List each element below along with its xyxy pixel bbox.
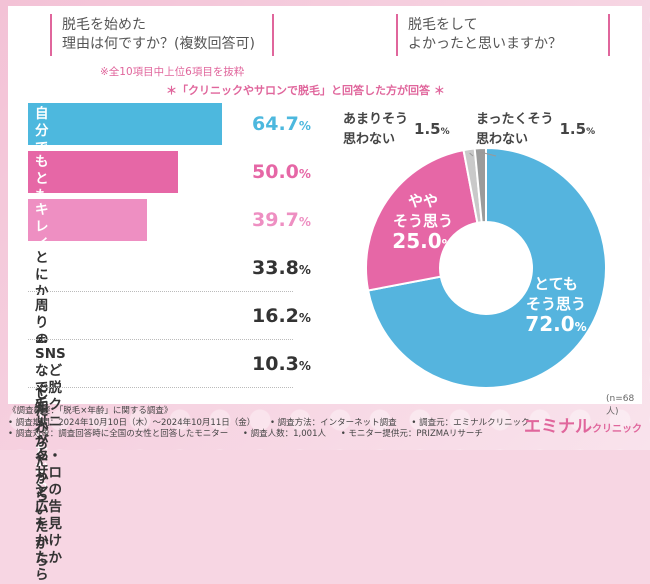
donut-slice-not-much xyxy=(462,147,483,224)
sample-size: (n=68人) xyxy=(606,394,635,417)
bar-value-unit: % xyxy=(298,215,311,229)
footer-count: • 調査人数：1,001人 xyxy=(242,429,326,439)
bar-separator xyxy=(28,387,293,388)
bar-value-label: 10.3% xyxy=(252,353,311,375)
note-respondents: ＊「クリニックやサロンで脱毛」と回答した方が回答 ＊ xyxy=(166,84,445,97)
chart-card: 脱毛を始めた 理由は何ですか？(複数回答可) 脱毛をして よかったと思いますか？… xyxy=(8,6,642,583)
donut-category-label: やや そう思う xyxy=(392,192,453,230)
footer: 《調査概要：「脱毛×年齢」に関する調査》 • 調査期間：2024年10月10日（… xyxy=(8,406,542,441)
left-question: 脱毛を始めた 理由は何ですか？(複数回答可) xyxy=(50,14,274,56)
donut-value-label: 25.0% xyxy=(392,229,454,253)
donut-label: あまりそう 思わない 1.5% xyxy=(343,110,450,150)
footer-provider: • モニター提供元：PRIZMAリサーチ xyxy=(340,429,483,439)
donut-category-label: まったくそう 思わない xyxy=(476,112,554,147)
footer-source: • 調査元：エミナルクリニック xyxy=(411,417,530,428)
donut-value-label: 1.5% xyxy=(414,119,450,138)
brand-name: エミナル xyxy=(524,417,592,437)
left-question-line2: 理由は何ですか？(複数回答可) xyxy=(62,36,255,52)
bar-category-label: SNSなどで脱毛クリニック・ サロンの広告を見かけたから xyxy=(35,346,66,583)
bar-value-unit: % xyxy=(298,359,311,373)
bar-value-unit: % xyxy=(298,263,311,277)
donut-value-unit: % xyxy=(440,126,450,137)
bar xyxy=(28,343,59,385)
bar xyxy=(28,295,77,337)
note-top-items: ※全10項目中上位6項目を抜粋 xyxy=(100,66,245,78)
bar-value-unit: % xyxy=(298,119,311,133)
donut-label: やや そう思う 25.0% xyxy=(384,191,462,254)
left-question-line1: 脱毛を始めた xyxy=(62,17,146,33)
bar xyxy=(28,199,147,241)
footer-method: • 調査方法：インターネット調査 xyxy=(269,417,397,428)
leader-line xyxy=(480,151,497,157)
right-question: 脱毛をして よかったと思いますか？ xyxy=(396,14,610,56)
donut-label: まったくそう 思わない 1.5% xyxy=(476,110,595,150)
bar-value-unit: % xyxy=(298,167,311,181)
donut-slice-not-at-all xyxy=(473,146,487,224)
donut-category-label: とても そう思う xyxy=(525,275,586,313)
donut-label: とても そう思う 72.0% xyxy=(508,274,604,337)
footer-overview: 《調査概要：「脱毛×年齢」に関する調査》 xyxy=(8,406,173,416)
brand-sub: クリニック xyxy=(592,424,642,435)
footer-target: • 調査対象：調査回答時に全国の女性と回答したモニター xyxy=(8,429,229,439)
donut-value-unit: % xyxy=(574,320,587,334)
bar-separator xyxy=(28,339,293,340)
bar xyxy=(28,103,222,145)
donut-slice-very xyxy=(366,146,607,389)
bar-value-label: 33.8% xyxy=(252,257,311,279)
leader-line xyxy=(469,152,474,157)
donut-value-unit: % xyxy=(586,126,596,137)
bar xyxy=(28,247,129,289)
footer-period: • 調査期間：2024年10月10日（木）～2024年10月11日（金） xyxy=(8,417,256,428)
donut-value-label: 72.0% xyxy=(525,312,587,336)
right-question-line2: よかったと思いますか？ xyxy=(408,36,562,52)
bar-value-unit: % xyxy=(298,311,311,325)
bar-value-label: 50.0% xyxy=(252,161,311,183)
bar-separator xyxy=(28,291,293,292)
right-question-line1: 脱毛をして xyxy=(408,17,478,33)
bar-value-label: 16.2% xyxy=(252,305,311,327)
bar-value-label: 39.7% xyxy=(252,209,311,231)
bar-value-label: 64.7% xyxy=(252,113,311,135)
bar xyxy=(28,151,178,193)
donut-category-label: あまりそう 思わない xyxy=(343,112,409,147)
donut-value-label: 1.5% xyxy=(559,119,596,138)
brand-logo: エミナルクリニック xyxy=(524,412,642,437)
donut-value-unit: % xyxy=(441,237,454,251)
